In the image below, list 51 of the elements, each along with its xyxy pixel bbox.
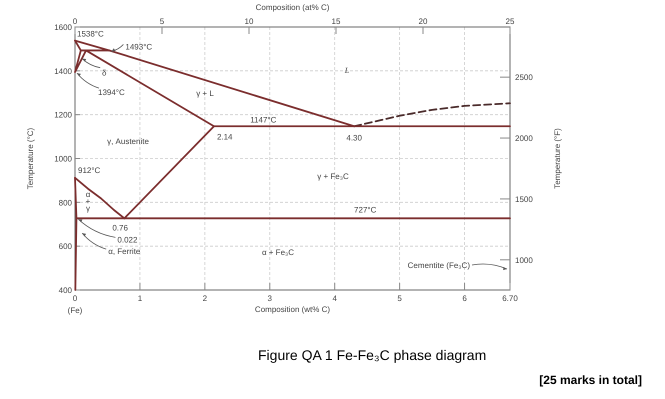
x-tick-label: 5 [397,294,402,303]
x2-axis-title: Composition (at% C) [256,3,330,12]
annotation: α + γ [86,190,91,213]
y-tick-label: 400 [58,286,73,295]
annotation: (Fe) [68,306,83,315]
y-tick-label: 1400 [54,66,73,76]
x-tick-label: 0 [72,294,78,303]
annotation: 912°C [78,166,101,175]
x-tick-label: 2 [202,294,208,303]
annotation: α + Fe₃C [262,248,294,257]
y2-tick-label: 2000 [515,134,534,144]
x-tick-label: 4 [332,294,338,303]
x2-tick-label: 20 [418,17,428,26]
x2-tick-label: 25 [506,17,515,26]
text: [25 marks in total] [539,373,642,387]
annotation: 0.022 [117,235,138,244]
y-tick-label: 1000 [54,154,73,164]
y-tick-label: 1200 [54,110,73,120]
y2-axis-title: Temperature (°F) [553,128,562,189]
x-tick-label: 3 [268,294,273,303]
annotation: 727°C [354,205,377,214]
y-tick-label: 600 [58,242,73,252]
text: Figure QA 1 Fe-Fe₃C phase diagram [258,347,486,363]
annotation: 2.14 [216,132,234,142]
annotation: Cementite (Fe₃C) [408,261,470,270]
y2-tick-label: 2500 [515,73,534,82]
x-tick-label: 6.70 [502,294,518,303]
x2-tick-label: 0 [72,17,78,26]
x2-tick-label: 5 [160,17,165,26]
y2-tick-label: 1500 [515,194,534,204]
x2-tick-label: 15 [332,17,341,26]
annotation: α, Ferrite [108,247,141,256]
annotation: 1147°C [250,115,277,124]
x-axis-title: Composition (wt% C) [254,305,330,314]
y-axis-title: Temperature (°C) [26,127,35,190]
y-tick-label: 800 [58,198,73,208]
annotation: γ + L [196,89,214,98]
x-tick-label: 6 [462,294,468,303]
annotation: γ, Austenite [107,137,150,146]
annotation: 4.30 [346,133,363,142]
annotation: δ [102,68,107,78]
x2-tick-label: 10 [244,17,254,26]
annotation: L [344,66,350,75]
y-tick-label: 1600 [54,23,73,32]
annotation: 1538°C [77,30,104,39]
annotation: 0.76 [112,223,128,232]
y2-tick-label: 1000 [515,256,534,265]
annotation: γ + Fe₃C [317,172,349,181]
annotation: 1394°C [98,88,125,98]
x-tick-label: 1 [138,294,143,303]
annotation: 1493°C [125,42,152,52]
